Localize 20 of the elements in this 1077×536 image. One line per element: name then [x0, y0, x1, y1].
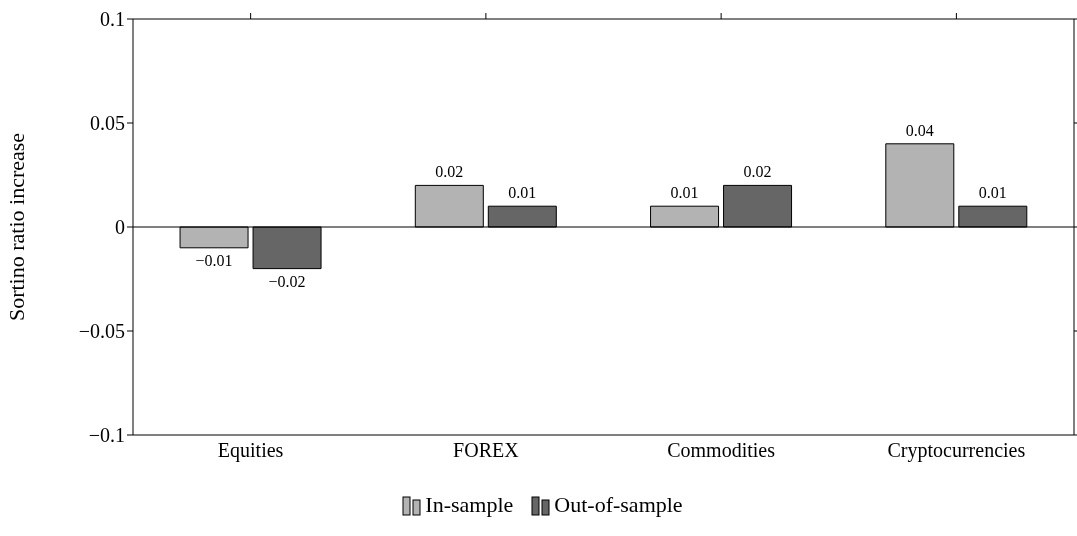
data-label: 0.01 — [508, 184, 537, 202]
legend-label: In-sample — [425, 492, 514, 518]
x-tick-label: Commodities — [667, 439, 776, 462]
y-tick-label: −0.1 — [88, 424, 125, 447]
data-label: 0.01 — [670, 184, 699, 202]
y-tick-label: 0.1 — [100, 8, 125, 31]
x-tick-label: Cryptocurrencies — [887, 439, 1026, 463]
data-label: 0.01 — [978, 184, 1007, 202]
x-tick-label: FOREX — [453, 439, 520, 462]
data-label: 0.02 — [743, 163, 772, 181]
y-axis-title: Sortino ratio increase — [3, 132, 29, 322]
data-label: 0.02 — [435, 163, 464, 181]
y-tick-label: −0.05 — [78, 320, 125, 343]
y-tick-label: 0.05 — [90, 112, 125, 135]
data-label: 0.04 — [905, 121, 934, 139]
data-label: −0.01 — [195, 251, 233, 269]
legend-label: Out-of-sample — [554, 492, 683, 518]
y-tick-label: 0 — [115, 216, 125, 239]
data-label: −0.02 — [268, 272, 306, 290]
x-tick-label: Equities — [217, 439, 284, 463]
